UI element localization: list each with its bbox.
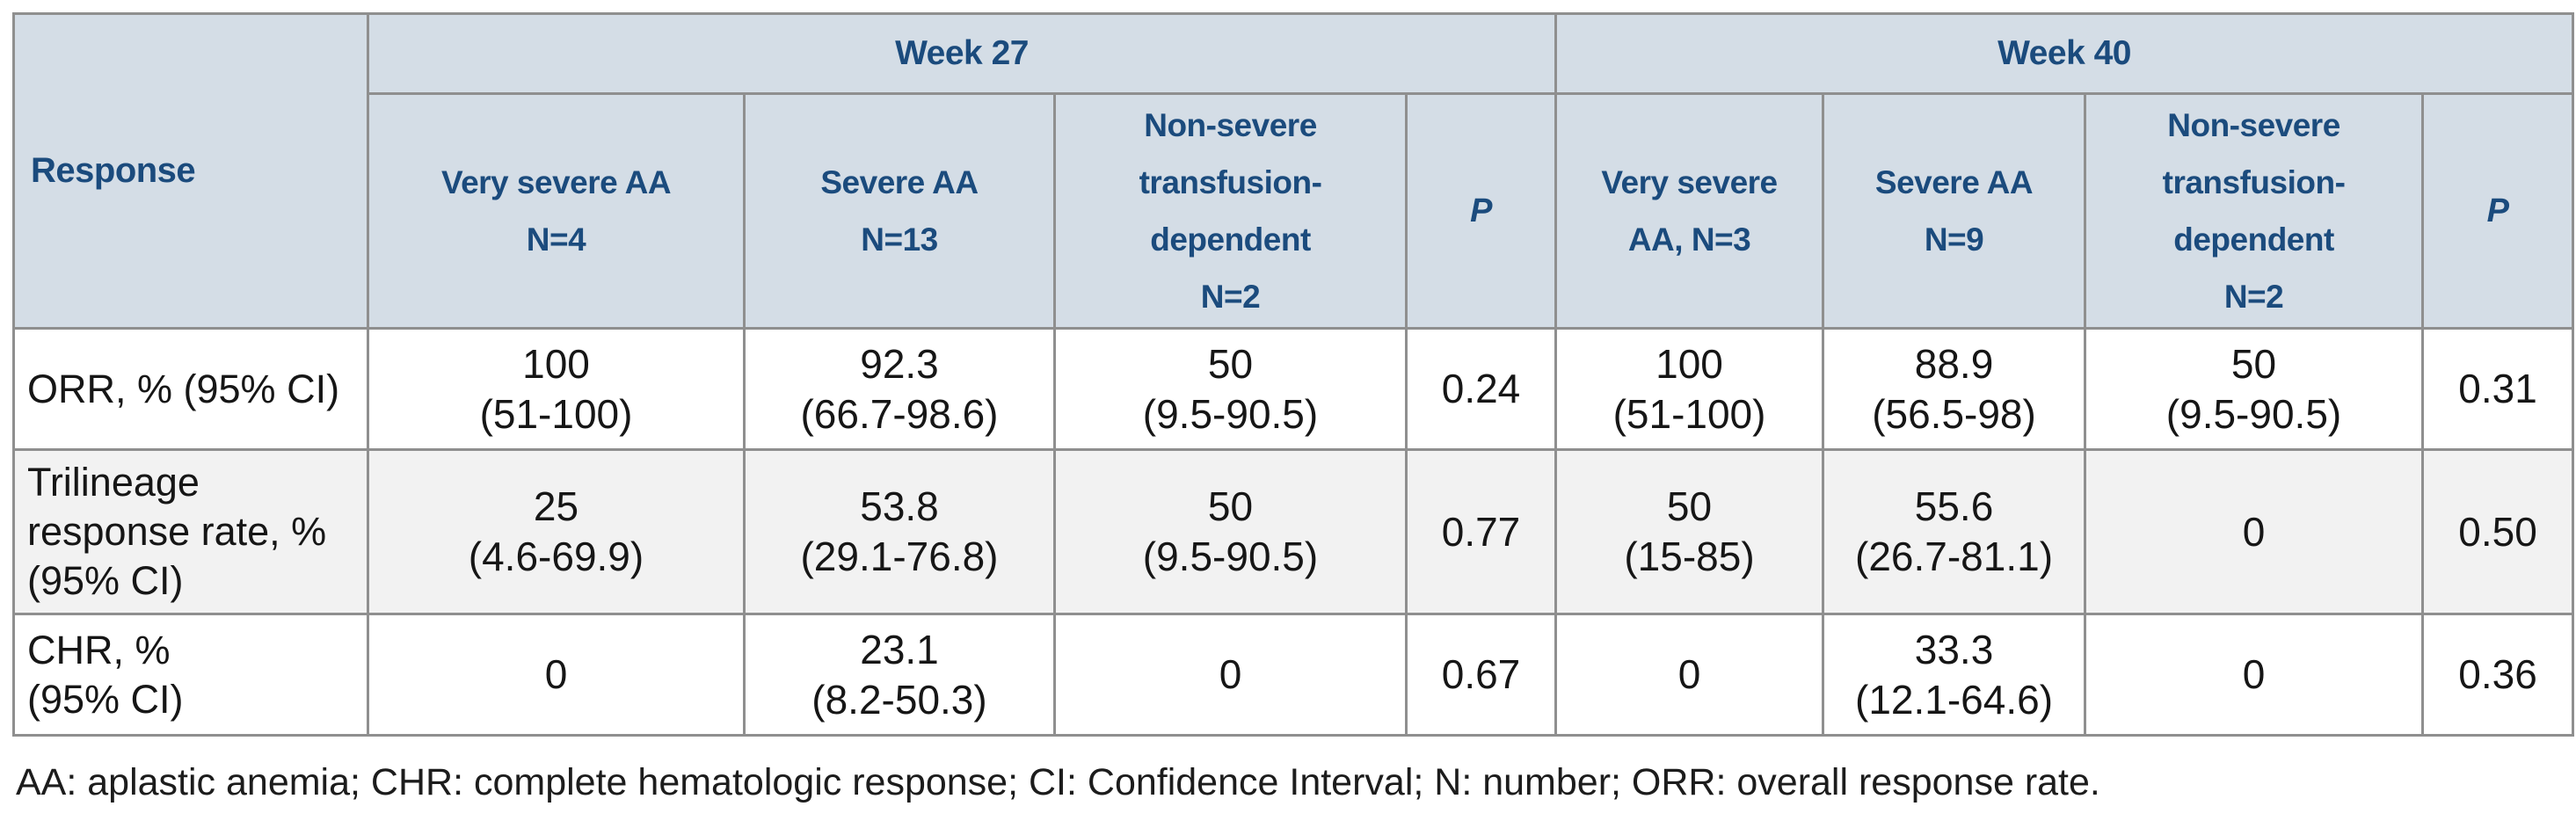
results-table: Response Week 27 Week 40 Very severe AA …	[12, 12, 2575, 737]
col-header-week40-non-severe: Non-severe transfusion- dependent N=2	[2084, 92, 2425, 330]
data-cell-p-value: 0.36	[2421, 613, 2575, 737]
col-header-week27-very-severe: Very severe AA N=4	[367, 92, 746, 330]
data-cell-p-value: 0.67	[1404, 613, 1558, 737]
col-header-week27-non-severe: Non-severe transfusion- dependent N=2	[1053, 92, 1408, 330]
data-cell: 33.3 (12.1-64.6)	[1822, 613, 2087, 737]
col-header-week27-p-value: P	[1404, 92, 1558, 330]
table-row-chr: CHR, % (95% CI) 0 23.1 (8.2-50.3) 0 0.67…	[12, 613, 2575, 737]
week27-group-header: Week 27	[366, 12, 1558, 95]
abbreviations-footnote: AA: aplastic anemia; CHR: complete hemat…	[16, 761, 2100, 803]
table-row-trilineage: Trilineage response rate, % (95% CI) 25 …	[12, 448, 2575, 615]
data-cell: 50 (9.5-90.5)	[2084, 327, 2425, 451]
data-cell: 50 (9.5-90.5)	[1053, 448, 1408, 615]
data-cell: 53.8 (29.1-76.8)	[743, 448, 1056, 615]
data-cell-p-value: 0.31	[2421, 327, 2575, 451]
data-cell: 0	[1053, 613, 1408, 737]
data-cell: 25 (4.6-69.9)	[367, 448, 746, 615]
response-column-header: Response	[12, 12, 369, 330]
data-cell: 0	[1554, 613, 1825, 737]
row-label-chr: CHR, % (95% CI)	[12, 613, 369, 737]
data-cell: 100 (51-100)	[1554, 327, 1825, 451]
col-header-week40-very-severe: Very severe AA, N=3	[1554, 92, 1825, 330]
data-cell-p-value: 0.50	[2421, 448, 2575, 615]
data-cell: 23.1 (8.2-50.3)	[743, 613, 1056, 737]
row-label-orr: ORR, % (95% CI)	[12, 327, 369, 451]
data-cell: 100 (51-100)	[367, 327, 746, 451]
data-cell-p-value: 0.77	[1404, 448, 1558, 615]
data-cell-p-value: 0.24	[1404, 327, 1558, 451]
data-cell: 0	[2084, 448, 2425, 615]
data-cell: 55.6 (26.7-81.1)	[1822, 448, 2087, 615]
data-cell: 50 (15-85)	[1554, 448, 1825, 615]
group-header-row: Response Week 27 Week 40	[12, 12, 2575, 330]
data-cell: 92.3 (66.7-98.6)	[743, 327, 1056, 451]
data-cell: 88.9 (56.5-98)	[1822, 327, 2087, 451]
table-row-orr: ORR, % (95% CI) 100 (51-100) 92.3 (66.7-…	[12, 327, 2575, 451]
data-cell: 0	[367, 613, 746, 737]
row-label-trilineage: Trilineage response rate, % (95% CI)	[12, 448, 369, 615]
sub-header-row: Very severe AA N=4 Severe AA N=13 Non-se…	[14, 92, 2575, 330]
week40-group-header: Week 40	[1554, 12, 2575, 95]
col-header-week40-severe: Severe AA N=9	[1822, 92, 2087, 330]
data-cell: 0	[2084, 613, 2425, 737]
col-header-week27-severe: Severe AA N=13	[743, 92, 1056, 330]
col-header-week40-p-value: P	[2421, 92, 2575, 330]
data-cell: 50 (9.5-90.5)	[1053, 327, 1408, 451]
